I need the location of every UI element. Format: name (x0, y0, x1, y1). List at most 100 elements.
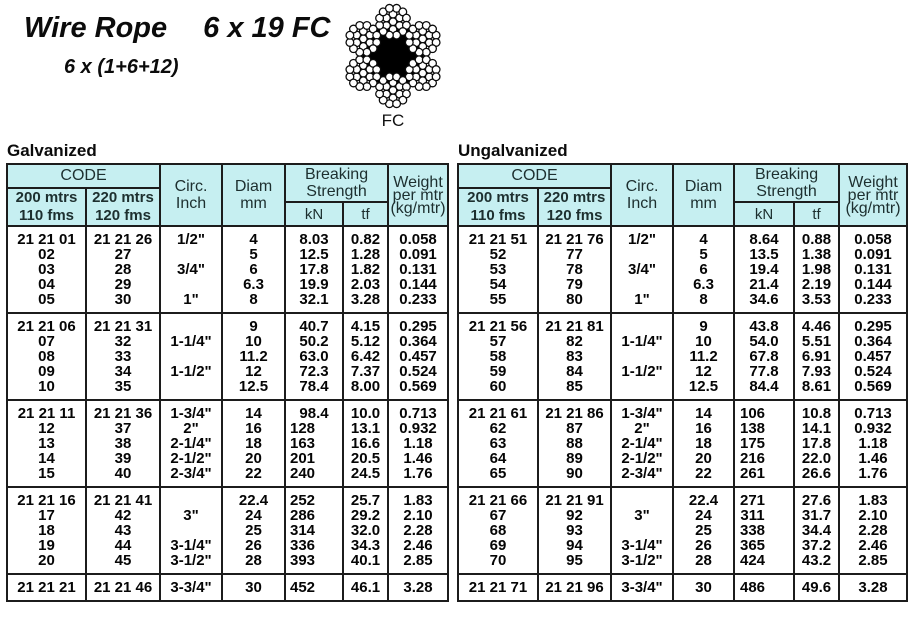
code-200-cell: 60 (457, 379, 539, 400)
weight-cell: 0.058 (838, 226, 909, 247)
code-200-cell: 62 (457, 421, 539, 436)
code-220-cell: 83 (536, 349, 613, 364)
weight-cell: 0.457 (838, 349, 909, 364)
table-row: 13 38 2-1/4" 18 163 16.6 1.18 (6, 436, 450, 451)
kn-cell: 50.2 (284, 334, 345, 349)
header-diam: Diam mm (221, 163, 287, 227)
code-200-cell: 04 (6, 277, 87, 292)
circ-cell: 2" (610, 421, 675, 436)
table-row: 57 82 1-1/4" 10 54.0 5.51 0.364 (457, 334, 909, 349)
weight-cell: 0.091 (838, 247, 909, 262)
code-220-cell: 28 (84, 262, 162, 277)
tf-cell: 1.38 (793, 247, 841, 262)
tf-cell: 22.0 (793, 451, 841, 466)
weight-cell: 2.28 (387, 523, 450, 538)
diam-cell: 22.4 (672, 487, 736, 508)
weight-cell: 2.46 (387, 538, 450, 553)
circ-cell: 3" (610, 508, 675, 523)
header-breaking-strength: Breaking Strength (733, 163, 841, 203)
table-row: 21 21 01 21 21 26 1/2" 4 8.03 0.82 0.058 (6, 226, 450, 247)
code-200-cell: 68 (457, 523, 539, 538)
kn-cell: 78.4 (284, 379, 345, 400)
circ-cell: 1-1/4" (610, 334, 675, 349)
circ-cell: 3-1/2" (610, 553, 675, 574)
diam-cell: 20 (672, 451, 736, 466)
weight-cell: 0.091 (387, 247, 450, 262)
tf-cell: 1.98 (793, 262, 841, 277)
circ-cell: 2-1/2" (159, 451, 224, 466)
kn-cell: 486 (733, 574, 796, 601)
kn-cell: 12.5 (284, 247, 345, 262)
weight-cell: 3.28 (838, 574, 909, 601)
kn-cell: 8.03 (284, 226, 345, 247)
table-row: 59 84 1-1/2" 12 77.8 7.93 0.524 (457, 364, 909, 379)
row-group: 21 21 11 21 21 36 1-3/4" 14 98.4 10.0 0.713 12 3… (6, 400, 450, 487)
kn-cell: 128 (284, 421, 345, 436)
diam-cell: 8 (221, 292, 287, 313)
diam-cell: 30 (672, 574, 736, 601)
tf-cell: 6.91 (793, 349, 841, 364)
weight-cell: 0.295 (387, 313, 450, 334)
table-row: 21 21 51 21 21 76 1/2" 4 8.64 0.88 0.058 (457, 226, 909, 247)
table-row: 53 78 3/4" 6 19.4 1.98 0.131 (457, 262, 909, 277)
table-row: 70 95 3-1/2" 28 424 43.2 2.85 (457, 553, 909, 574)
spec-table-section-galvanized: Galvanized CODE Circ. Inch Diam mm Breakin… (5, 141, 450, 602)
circ-cell: 3-3/4" (610, 574, 675, 601)
code-200-cell: 03 (6, 262, 87, 277)
tf-cell: 2.03 (342, 277, 390, 292)
tf-cell: 7.93 (793, 364, 841, 379)
weight-cell: 2.10 (387, 508, 450, 523)
tf-cell: 29.2 (342, 508, 390, 523)
code-220-cell: 21 21 86 (536, 400, 613, 421)
diam-cell: 22 (672, 466, 736, 487)
weight-cell: 1.18 (838, 436, 909, 451)
tf-cell: 10.8 (793, 400, 841, 421)
diam-cell: 16 (221, 421, 287, 436)
diam-cell: 22 (221, 466, 287, 487)
code-220-cell: 43 (84, 523, 162, 538)
circ-cell: 3/4" (610, 262, 675, 277)
kn-cell: 216 (733, 451, 796, 466)
code-200-cell: 13 (6, 436, 87, 451)
circ-cell (610, 487, 675, 508)
header-kn: kN (733, 201, 796, 227)
code-220-cell: 21 21 26 (84, 226, 162, 247)
table-row: 68 93 25 338 34.4 2.28 (457, 523, 909, 538)
header-220mtrs: 220 mtrs 120 fms (536, 187, 613, 227)
weight-cell: 0.233 (838, 292, 909, 313)
kn-cell: 32.1 (284, 292, 345, 313)
code-200-cell: 53 (457, 262, 539, 277)
kn-cell: 314 (284, 523, 345, 538)
table-row: 54 79 6.3 21.4 2.19 0.144 (457, 277, 909, 292)
code-220-cell: 89 (536, 451, 613, 466)
diam-cell: 4 (672, 226, 736, 247)
code-200-cell: 70 (457, 553, 539, 574)
tf-cell: 5.12 (342, 334, 390, 349)
code-200-cell: 59 (457, 364, 539, 379)
code-200-cell: 09 (6, 364, 87, 379)
diam-cell: 14 (221, 400, 287, 421)
tf-cell: 40.1 (342, 553, 390, 574)
kn-cell: 72.3 (284, 364, 345, 379)
kn-cell: 393 (284, 553, 345, 574)
weight-cell: 0.713 (838, 400, 909, 421)
tf-cell: 43.2 (793, 553, 841, 574)
tf-cell: 17.8 (793, 436, 841, 451)
diam-cell: 25 (221, 523, 287, 538)
tf-cell: 1.82 (342, 262, 390, 277)
header-tf: tf (342, 201, 390, 227)
header-200mtrs: 200 mtrs 110 fms (457, 187, 539, 227)
weight-cell: 0.295 (838, 313, 909, 334)
code-220-cell: 87 (536, 421, 613, 436)
kn-cell: 84.4 (733, 379, 796, 400)
weight-cell: 0.524 (387, 364, 450, 379)
table-row: 15 40 2-3/4" 22 240 24.5 1.76 (6, 466, 450, 487)
diam-cell: 14 (672, 400, 736, 421)
code-220-cell: 21 21 46 (84, 574, 162, 601)
spec-table: CODE Circ. Inch Diam mm Breaking Strength W… (456, 163, 909, 602)
table-row: 21 21 66 21 21 91 22.4 271 27.6 1.83 (457, 487, 909, 508)
code-200-cell: 65 (457, 466, 539, 487)
code-220-cell: 35 (84, 379, 162, 400)
table-row: 09 34 1-1/2" 12 72.3 7.37 0.524 (6, 364, 450, 379)
diam-cell: 10 (672, 334, 736, 349)
